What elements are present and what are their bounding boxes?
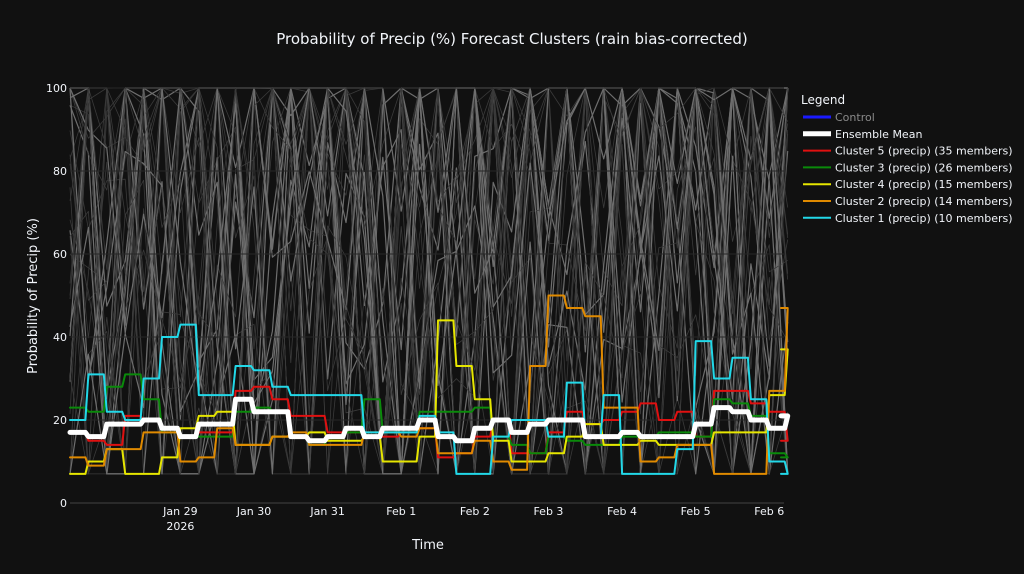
- plot-area: [67, 87, 791, 504]
- series-line-1: [67, 396, 791, 444]
- ensemble-member-line: [69, 87, 788, 475]
- y-tick-label: 100: [46, 82, 67, 95]
- legend-label: Cluster 1 (precip) (10 members): [835, 212, 1013, 225]
- legend-label: Control: [835, 111, 875, 124]
- legend-label: Cluster 3 (precip) (26 members): [835, 161, 1013, 174]
- series-line-5: [69, 294, 789, 475]
- x-tick-label: Feb 4: [607, 505, 637, 518]
- ensemble-member-line: [69, 87, 788, 475]
- x-tick-label: Feb 2: [460, 505, 490, 518]
- x-tick-label: Feb 5: [681, 505, 711, 518]
- y-tick-label: 40: [53, 331, 67, 344]
- series-lines: [67, 294, 791, 475]
- x-axis-title: Time: [411, 538, 444, 553]
- y-tick-label: 80: [53, 165, 67, 178]
- legend-title: Legend: [801, 93, 845, 107]
- legend-label: Ensemble Mean: [835, 128, 922, 141]
- ensemble-member-line: [69, 87, 789, 475]
- chart-title: Probability of Precip (%) Forecast Clust…: [276, 30, 748, 48]
- legend-label: Cluster 2 (precip) (14 members): [835, 195, 1013, 208]
- legend-label: Cluster 5 (precip) (35 members): [835, 145, 1013, 158]
- x-axis: Jan 29 2026 Jan 30 Jan 31 Feb 1 Feb 2 Feb 3 Feb…: [162, 505, 784, 533]
- x-tick-label: Jan 29: [162, 505, 197, 518]
- y-axis-title: Probability of Precip (%): [26, 218, 41, 374]
- x-tick-sublabel: 2026: [166, 520, 194, 533]
- x-tick-label: Feb 1: [386, 505, 416, 518]
- y-tick-label: 60: [53, 248, 67, 261]
- x-tick-label: Feb 3: [533, 505, 563, 518]
- y-tick-label: 20: [53, 414, 67, 427]
- y-axis: 0 20 40 60 80 100: [46, 82, 67, 510]
- x-tick-label: Jan 30: [236, 505, 271, 518]
- y-tick-label: 0: [60, 497, 67, 510]
- x-tick-label: Feb 6: [754, 505, 784, 518]
- legend-items: Control Ensemble Mean Cluster 5 (precip) (…: [803, 111, 1013, 225]
- x-tick-label: Jan 31: [309, 505, 344, 518]
- legend-label: Cluster 4 (precip) (15 members): [835, 178, 1013, 191]
- legend: Legend Control Ensemble Mean Cluster 5 (pr…: [801, 93, 1013, 225]
- ensemble-member-line: [69, 87, 789, 475]
